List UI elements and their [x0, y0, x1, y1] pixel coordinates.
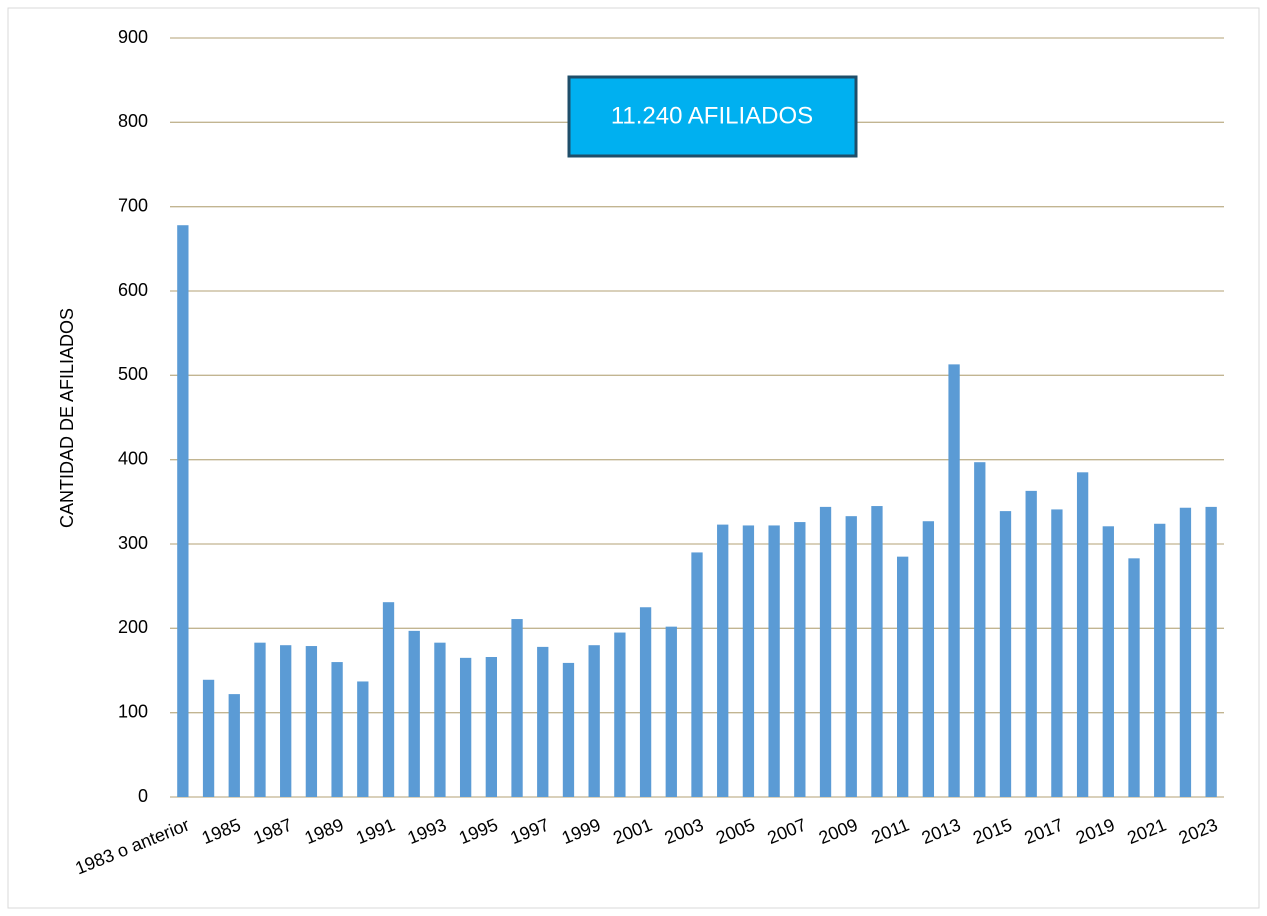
y-tick-label: 200	[118, 617, 148, 637]
bar	[305, 646, 318, 797]
bar	[999, 511, 1012, 797]
bar	[382, 602, 395, 797]
bar	[742, 525, 755, 797]
bar	[1179, 507, 1192, 797]
chart-border	[7, 7, 1260, 909]
bar	[1076, 472, 1089, 797]
bar	[974, 462, 986, 797]
bar	[845, 516, 857, 797]
bar	[511, 619, 523, 797]
bar	[228, 694, 240, 797]
bar	[1128, 558, 1140, 797]
bar	[665, 626, 677, 797]
bar	[717, 524, 729, 797]
y-tick-label: 100	[118, 701, 148, 721]
bar	[897, 556, 909, 797]
bar	[588, 645, 600, 797]
bar	[871, 506, 883, 797]
bar	[408, 630, 420, 797]
bar	[768, 525, 780, 797]
y-tick-label: 700	[118, 195, 148, 215]
y-tick-label: 400	[118, 448, 148, 468]
bar	[1205, 506, 1217, 797]
bar	[537, 646, 549, 797]
bar	[331, 662, 343, 797]
bar	[254, 642, 266, 797]
bar	[614, 632, 626, 797]
bar	[434, 642, 446, 797]
annotation-box	[567, 75, 858, 158]
bar	[794, 522, 806, 797]
y-tick-label: 800	[118, 111, 148, 131]
bar	[485, 657, 497, 797]
bar	[1025, 490, 1037, 797]
annotation: 11.240 AFILIADOS	[611, 102, 813, 129]
y-tick-label: 500	[118, 364, 148, 384]
bar	[1102, 526, 1114, 797]
bar	[1154, 523, 1166, 797]
bar	[639, 607, 652, 797]
y-tick-label: 600	[118, 280, 148, 300]
bar	[177, 225, 189, 798]
bar	[202, 679, 215, 797]
bar	[1051, 509, 1063, 797]
bar	[459, 657, 472, 797]
bar	[819, 506, 832, 797]
bar	[280, 645, 292, 797]
y-tick-label: 300	[118, 533, 148, 553]
bar	[357, 681, 369, 797]
bar	[948, 364, 960, 797]
y-tick-label: 900	[118, 27, 148, 47]
y-tick-label: 0	[138, 786, 148, 806]
bar	[691, 552, 703, 797]
y-axis-label: CANTIDAD DE AFILIADOS	[57, 308, 77, 528]
bar	[922, 521, 935, 797]
bar	[562, 662, 575, 797]
